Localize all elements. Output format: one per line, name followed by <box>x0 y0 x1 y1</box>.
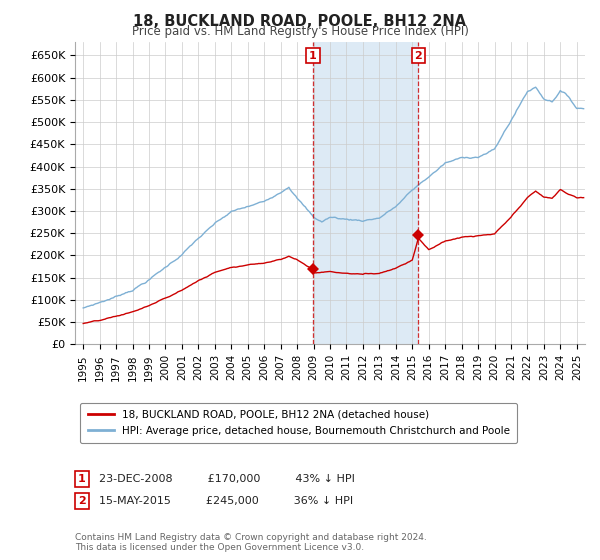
Text: 23-DEC-2008          £170,000          43% ↓ HPI: 23-DEC-2008 £170,000 43% ↓ HPI <box>99 474 355 484</box>
Text: This data is licensed under the Open Government Licence v3.0.: This data is licensed under the Open Gov… <box>75 543 364 552</box>
Bar <box>313 42 418 344</box>
Legend: 18, BUCKLAND ROAD, POOLE, BH12 2NA (detached house), HPI: Average price, detache: 18, BUCKLAND ROAD, POOLE, BH12 2NA (deta… <box>80 403 517 444</box>
Text: 2: 2 <box>415 50 422 60</box>
Text: 15-MAY-2015          £245,000          36% ↓ HPI: 15-MAY-2015 £245,000 36% ↓ HPI <box>99 496 353 506</box>
Text: Contains HM Land Registry data © Crown copyright and database right 2024.: Contains HM Land Registry data © Crown c… <box>75 533 427 542</box>
Text: 18, BUCKLAND ROAD, POOLE, BH12 2NA: 18, BUCKLAND ROAD, POOLE, BH12 2NA <box>133 14 467 29</box>
Text: 1: 1 <box>309 50 317 60</box>
Text: 1: 1 <box>78 474 86 484</box>
Text: 2: 2 <box>78 496 86 506</box>
Text: Price paid vs. HM Land Registry's House Price Index (HPI): Price paid vs. HM Land Registry's House … <box>131 25 469 38</box>
